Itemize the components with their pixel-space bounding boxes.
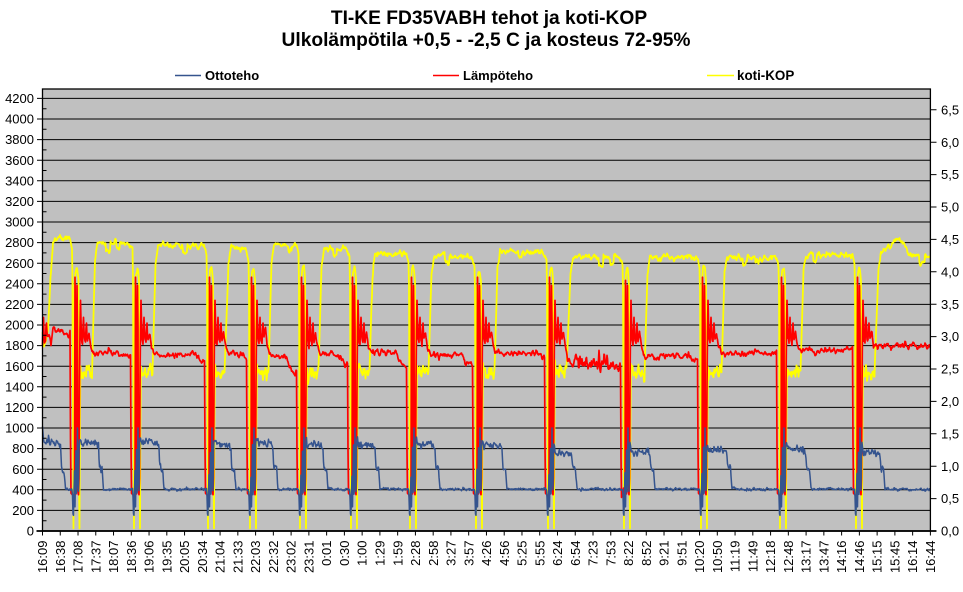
svg-text:3:57: 3:57 (461, 541, 476, 566)
svg-text:1400: 1400 (5, 379, 34, 394)
svg-text:3:27: 3:27 (444, 541, 459, 566)
svg-text:11:49: 11:49 (745, 541, 760, 573)
svg-text:13:17: 13:17 (799, 541, 814, 574)
svg-text:21:33: 21:33 (230, 541, 245, 574)
svg-text:14:16: 14:16 (834, 541, 849, 574)
svg-text:21:04: 21:04 (213, 541, 228, 574)
svg-text:400: 400 (12, 482, 34, 497)
svg-text:800: 800 (12, 441, 34, 456)
svg-text:22:03: 22:03 (248, 541, 263, 574)
svg-text:6,5: 6,5 (941, 102, 959, 117)
svg-text:koti-KOP: koti-KOP (737, 68, 794, 83)
svg-text:16:38: 16:38 (53, 541, 68, 574)
svg-text:2200: 2200 (5, 297, 34, 312)
svg-text:17:08: 17:08 (71, 541, 86, 574)
svg-text:19:35: 19:35 (159, 541, 174, 574)
svg-text:15:15: 15:15 (870, 541, 885, 574)
svg-text:1000: 1000 (5, 421, 34, 436)
svg-text:10:50: 10:50 (710, 541, 725, 574)
svg-text:2:58: 2:58 (426, 541, 441, 566)
svg-text:12:48: 12:48 (781, 541, 796, 574)
svg-text:3600: 3600 (5, 153, 34, 168)
svg-text:4:26: 4:26 (479, 541, 494, 566)
svg-text:3200: 3200 (5, 194, 34, 209)
svg-text:3,5: 3,5 (941, 297, 959, 312)
svg-text:8:22: 8:22 (621, 541, 636, 566)
svg-text:20:05: 20:05 (177, 541, 192, 574)
svg-text:0:30: 0:30 (337, 541, 352, 566)
svg-text:7:53: 7:53 (603, 541, 618, 566)
svg-text:2400: 2400 (5, 276, 34, 291)
svg-text:16:09: 16:09 (35, 541, 50, 574)
svg-text:1600: 1600 (5, 359, 34, 374)
svg-text:8:52: 8:52 (639, 541, 654, 566)
svg-text:2,0: 2,0 (941, 394, 959, 409)
svg-text:6:24: 6:24 (550, 541, 565, 566)
svg-text:1:29: 1:29 (373, 541, 388, 566)
svg-text:600: 600 (12, 462, 34, 477)
svg-text:2:28: 2:28 (408, 541, 423, 566)
svg-text:2800: 2800 (5, 235, 34, 250)
svg-text:1,5: 1,5 (941, 426, 959, 441)
svg-text:10:20: 10:20 (692, 541, 707, 574)
svg-text:1,0: 1,0 (941, 459, 959, 474)
svg-text:14:46: 14:46 (852, 541, 867, 574)
svg-text:18:07: 18:07 (106, 541, 121, 574)
svg-text:2600: 2600 (5, 256, 34, 271)
svg-text:3800: 3800 (5, 132, 34, 147)
svg-text:1:00: 1:00 (355, 541, 370, 566)
svg-text:22:32: 22:32 (266, 541, 281, 574)
svg-text:0: 0 (27, 524, 34, 539)
svg-text:7:23: 7:23 (586, 541, 601, 566)
svg-text:16:14: 16:14 (905, 541, 920, 574)
svg-text:3000: 3000 (5, 215, 34, 230)
svg-text:4:56: 4:56 (497, 541, 512, 566)
svg-text:4000: 4000 (5, 112, 34, 127)
svg-text:2000: 2000 (5, 318, 34, 333)
svg-text:1200: 1200 (5, 400, 34, 415)
svg-text:4,0: 4,0 (941, 264, 959, 279)
svg-text:20:34: 20:34 (195, 541, 210, 574)
svg-text:18:36: 18:36 (124, 541, 139, 574)
svg-text:5,0: 5,0 (941, 200, 959, 215)
svg-text:4,5: 4,5 (941, 232, 959, 247)
svg-text:17:37: 17:37 (88, 541, 103, 574)
svg-text:Lämpöteho: Lämpöteho (463, 68, 533, 83)
svg-text:9:21: 9:21 (657, 541, 672, 566)
svg-text:3400: 3400 (5, 173, 34, 188)
svg-text:Ulkolämpötila +0,5 - -2,5 C ja: Ulkolämpötila +0,5 - -2,5 C ja kosteus 7… (282, 30, 691, 51)
svg-text:23:02: 23:02 (284, 541, 299, 574)
svg-text:TI-KE FD35VABH tehot ja koti-K: TI-KE FD35VABH tehot ja koti-KOP (331, 8, 647, 29)
svg-text:23:31: 23:31 (301, 541, 316, 574)
svg-text:12:18: 12:18 (763, 541, 778, 574)
svg-text:6:54: 6:54 (568, 541, 583, 566)
svg-text:0:01: 0:01 (319, 541, 334, 566)
svg-text:15:45: 15:45 (887, 541, 902, 574)
svg-text:9:51: 9:51 (674, 541, 689, 566)
svg-text:5,5: 5,5 (941, 167, 959, 182)
svg-text:11:19: 11:19 (728, 541, 743, 573)
svg-text:5:55: 5:55 (532, 541, 547, 566)
svg-text:5:25: 5:25 (515, 541, 530, 566)
svg-text:16:44: 16:44 (923, 541, 938, 574)
svg-text:1800: 1800 (5, 338, 34, 353)
svg-text:Ottoteho: Ottoteho (205, 68, 259, 83)
svg-text:4200: 4200 (5, 91, 34, 106)
svg-text:0,0: 0,0 (941, 524, 959, 539)
svg-text:200: 200 (12, 503, 34, 518)
svg-text:6,0: 6,0 (941, 135, 959, 150)
svg-text:3,0: 3,0 (941, 329, 959, 344)
svg-text:13:47: 13:47 (816, 541, 831, 574)
svg-text:1:59: 1:59 (390, 541, 405, 566)
svg-text:2,5: 2,5 (941, 362, 959, 377)
svg-text:19:06: 19:06 (142, 541, 157, 574)
svg-text:0,5: 0,5 (941, 491, 959, 506)
